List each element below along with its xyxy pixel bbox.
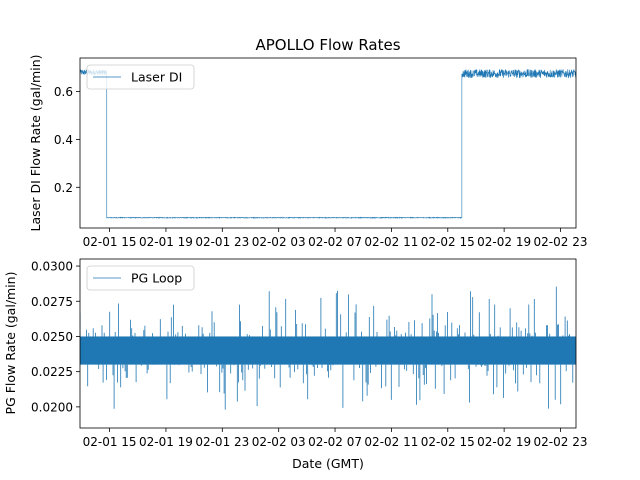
bottom-x-tick-label: 02-02 23 bbox=[534, 435, 588, 449]
top-x-tick-label: 02-02 07 bbox=[308, 235, 362, 249]
bottom-y-tick-label: 0.0225 bbox=[31, 365, 73, 379]
top-y-tick-label: 0.6 bbox=[54, 85, 73, 99]
top-x-tick-label: 02-02 11 bbox=[364, 235, 418, 249]
bottom-y-tick-label: 0.0275 bbox=[31, 295, 73, 309]
bottom-x-tick-label: 02-02 07 bbox=[308, 435, 362, 449]
top-x-tick-label: 02-01 15 bbox=[83, 235, 137, 249]
top-legend-box bbox=[86, 64, 195, 90]
bottom-x-tick-label: 02-01 23 bbox=[195, 435, 249, 449]
bottom-y-tick-label: 0.0250 bbox=[31, 330, 73, 344]
bottom-y-tick-label: 0.0200 bbox=[31, 400, 73, 414]
top-axis-ticks: 02-01 15 02-01 19 02-01 23 02-02 03 02-02 07… bbox=[54, 85, 588, 249]
top-x-tick-label: 02-02 19 bbox=[477, 235, 531, 249]
bottom-x-tick-label: 02-01 19 bbox=[139, 435, 193, 449]
laser-di-line bbox=[80, 69, 576, 219]
laser-di-series bbox=[80, 69, 576, 219]
top-x-tick-label: 02-02 23 bbox=[534, 235, 588, 249]
bottom-plot-frame bbox=[79, 258, 577, 429]
top-legend-label: Laser DI bbox=[131, 70, 182, 85]
top-x-tick-label: 02-01 19 bbox=[139, 235, 193, 249]
top-y-tick-label: 0.2 bbox=[54, 181, 73, 195]
bottom-y-tick-label: 0.0300 bbox=[31, 260, 73, 274]
top-plot-frame bbox=[79, 57, 577, 229]
x-axis-label: Date (GMT) bbox=[292, 456, 364, 471]
top-x-tick-label: 02-02 15 bbox=[421, 235, 475, 249]
bottom-legend: PG Loop bbox=[86, 265, 195, 291]
bottom-legend-label: PG Loop bbox=[131, 271, 182, 286]
top-legend: Laser DI bbox=[86, 64, 195, 90]
pg-loop-spikes bbox=[80, 286, 574, 410]
top-y-tick-label: 0.4 bbox=[54, 133, 73, 147]
top-x-tick-label: 02-02 03 bbox=[252, 235, 306, 249]
bottom-x-tick-label: 02-02 15 bbox=[421, 435, 475, 449]
pg-loop-band bbox=[80, 336, 576, 365]
bottom-y-axis-label: PG Flow Rate (gal/min) bbox=[3, 272, 18, 415]
bottom-x-tick-label: 02-02 03 bbox=[252, 435, 306, 449]
top-x-tick-label: 02-01 23 bbox=[195, 235, 249, 249]
chart-title: APOLLO Flow Rates bbox=[255, 36, 400, 54]
pg-loop-series bbox=[80, 286, 576, 410]
top-y-axis-label: Laser DI Flow Rate (gal/min) bbox=[28, 55, 43, 232]
bottom-x-tick-label: 02-02 19 bbox=[477, 435, 531, 449]
bottom-x-tick-label: 02-02 11 bbox=[364, 435, 418, 449]
bottom-axis-ticks: 02-01 15 02-01 19 02-01 23 02-02 03 02-02 07… bbox=[31, 260, 587, 449]
bottom-x-tick-label: 02-01 15 bbox=[83, 435, 137, 449]
bottom-legend-box bbox=[86, 265, 195, 291]
